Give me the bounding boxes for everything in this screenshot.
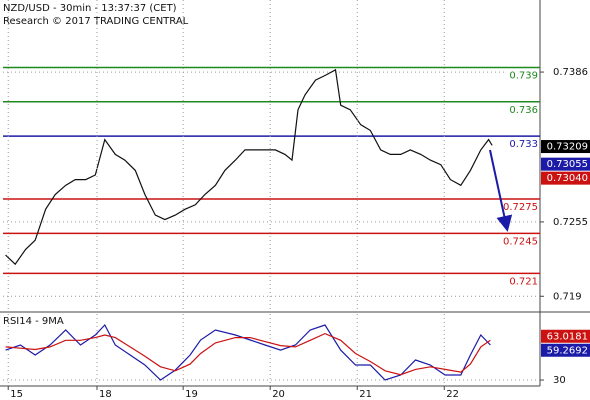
x-tick-label: 19 [185,389,198,400]
level-label-bg [505,138,539,151]
chart-title: NZD/USD - 30min - 13:37:37 (CET) [3,3,177,14]
price-tag [541,343,590,357]
level-label-bg [505,201,539,214]
level-label-bg [505,69,539,82]
level-label: 0.736 [509,105,538,116]
price-tag-label: 0.73055 [547,159,588,170]
level-label: 0.7245 [503,236,538,247]
price-line [5,68,493,266]
x-tick-label: 15 [10,389,23,400]
price-tag-label: 63.0181 [547,331,588,342]
price-tag-label: 0.73040 [547,173,588,184]
rsi-title: RSI14 - 9MA [3,316,64,327]
x-tick-label: 18 [99,389,112,400]
forecast-arrow [489,149,513,232]
level-label: 0.739 [509,70,538,81]
price-tag [541,171,590,185]
y-tick-label: 0.7386 [553,67,588,78]
price-tag-label: 59.2692 [547,345,588,356]
level-label-bg [505,103,539,116]
indicator-line [5,332,491,376]
price-tag-label: 0.73209 [547,142,588,153]
level-label-bg [505,275,539,288]
price-tag [541,157,590,171]
level-label: 0.733 [509,139,538,150]
y-tick-label: 30 [553,375,566,386]
level-label-bg [505,235,539,248]
x-tick-label: 22 [446,389,459,400]
x-tick-label: 21 [359,389,372,400]
x-tick-label: 20 [272,389,285,400]
level-label: 0.7275 [503,202,538,213]
y-tick-label: 0.719 [553,291,582,302]
price-tag [541,140,590,154]
chart-subtitle: Research © 2017 TRADING CENTRAL [3,16,189,27]
y-tick-label: 0.7255 [553,217,588,228]
price-tag [541,329,590,343]
level-label: 0.721 [509,276,538,287]
